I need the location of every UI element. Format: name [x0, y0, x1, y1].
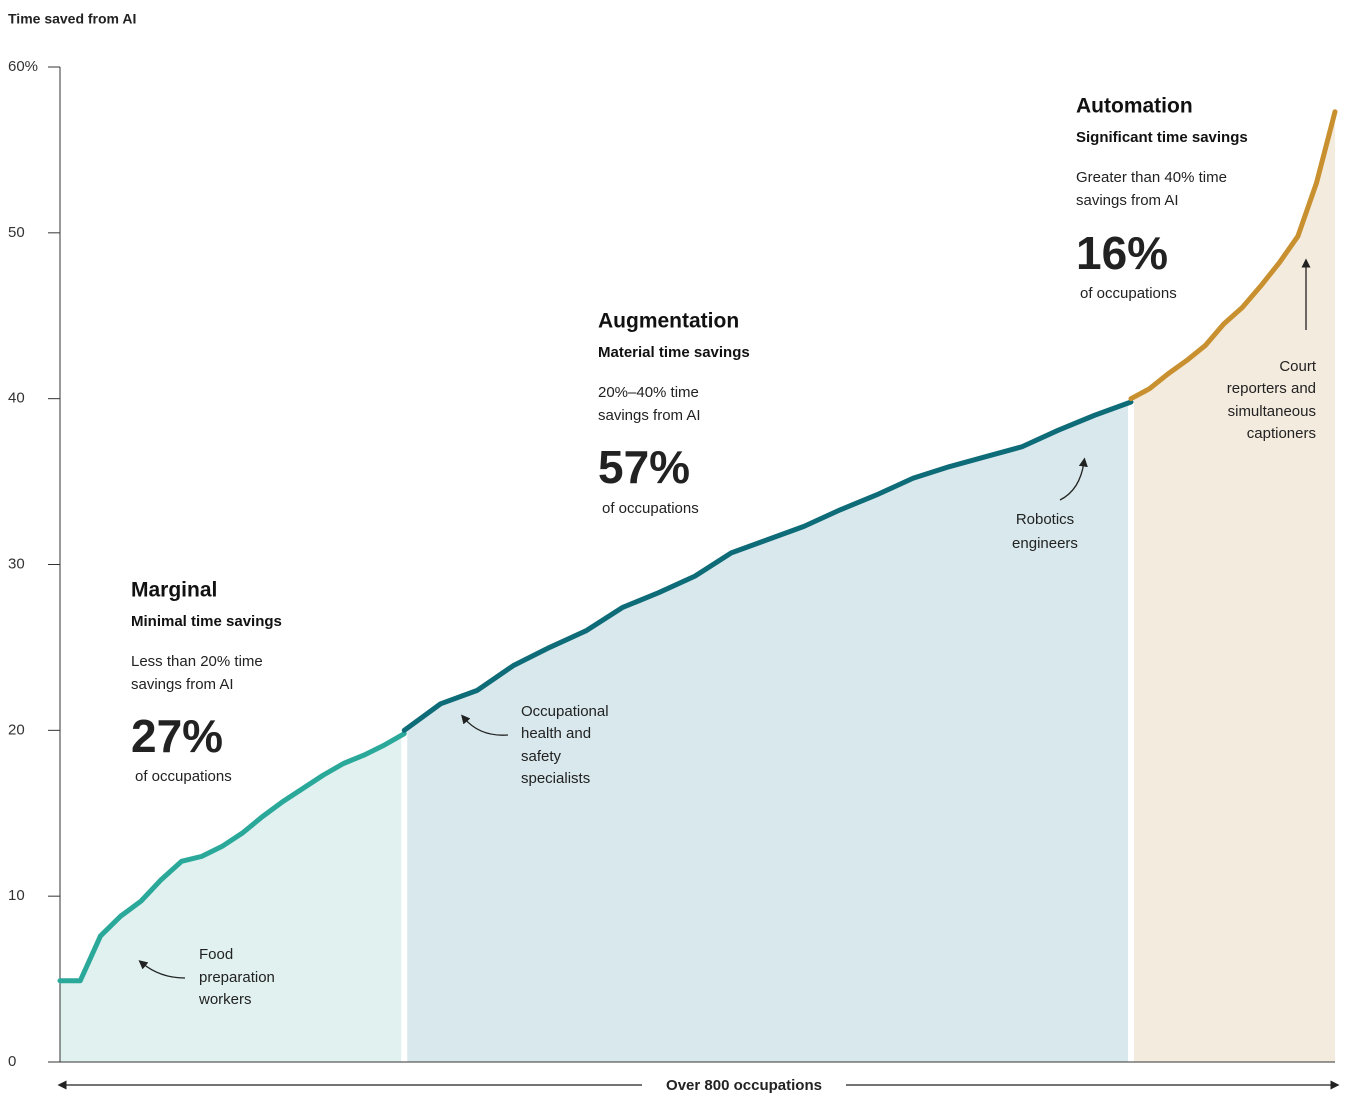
callout-text: Food	[199, 946, 233, 963]
callout-text: health and	[521, 725, 591, 742]
segment-share: 27%	[131, 710, 223, 762]
callout-arrow	[138, 960, 186, 979]
axes: 0 10 20 30 40 50 60%	[8, 58, 1335, 1070]
segment-title: Augmentation	[598, 310, 739, 333]
series-line	[57, 731, 407, 984]
callout-text: engineers	[1012, 535, 1078, 552]
segment-subtitle: Minimal time savings	[131, 613, 282, 630]
areas	[60, 111, 1335, 1062]
x-label-bg	[642, 1074, 846, 1095]
segment-share-caption: of occupations	[1080, 285, 1177, 302]
callout-text: workers	[198, 991, 252, 1008]
segment-share: 57%	[598, 441, 690, 493]
segment-share-caption: of occupations	[602, 500, 699, 517]
callout-text: preparation	[199, 969, 275, 986]
segment-description: Greater than 40% time	[1076, 169, 1227, 186]
callout-text: specialists	[521, 770, 590, 787]
y-tick-label: 0	[8, 1053, 16, 1070]
callout-text: reporters and	[1227, 380, 1316, 397]
area	[407, 401, 1128, 1062]
callout-text: captioners	[1247, 425, 1316, 442]
callout-arrow	[1059, 457, 1088, 501]
area	[1134, 111, 1335, 1062]
segment-title: Marginal	[131, 579, 217, 602]
callout-arrow	[461, 714, 509, 736]
segment-share-caption: of occupations	[135, 768, 232, 785]
area	[60, 733, 402, 1062]
segment-subtitle: Material time savings	[598, 344, 750, 361]
y-axis-title: Time saved from AI	[8, 11, 136, 27]
segment-description: 20%–40% time	[598, 384, 699, 401]
labels: Marginal Minimal time savings Less than 20…	[131, 95, 1317, 1008]
segment-description: savings from AI	[598, 407, 701, 424]
callout-text: Occupational	[521, 703, 609, 720]
segment-description: savings from AI	[1076, 192, 1179, 209]
series-line	[1128, 109, 1338, 402]
series-line	[401, 399, 1134, 733]
callout-text: simultaneous	[1228, 403, 1316, 420]
y-tick-label: 30	[8, 555, 25, 572]
y-tick-label: 10	[8, 887, 25, 904]
segment-description: savings from AI	[131, 676, 234, 693]
y-tick-label: 60%	[8, 58, 38, 75]
y-tick-label: 50	[8, 224, 25, 241]
x-axis-label: Over 800 occupations	[666, 1077, 822, 1094]
callout-text: safety	[521, 748, 562, 765]
lines	[57, 109, 1338, 984]
callout-text: Court	[1279, 358, 1317, 375]
segment-subtitle: Significant time savings	[1076, 129, 1248, 146]
y-tick-label: 20	[8, 721, 25, 738]
callout-text: Robotics	[1016, 511, 1074, 528]
segment-share: 16%	[1076, 227, 1168, 279]
y-tick-label: 40	[8, 390, 25, 407]
segment-title: Automation	[1076, 95, 1193, 118]
segment-description: Less than 20% time	[131, 653, 263, 670]
